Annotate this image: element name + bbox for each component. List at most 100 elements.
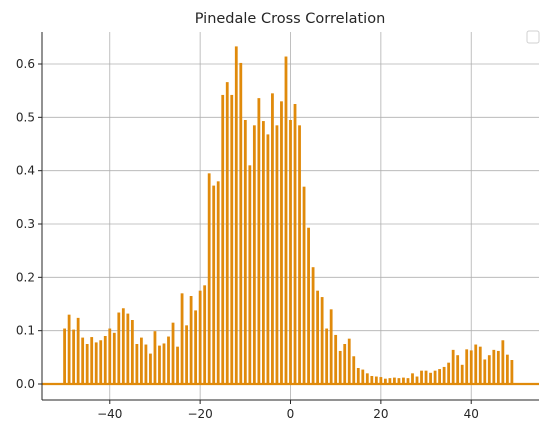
bar [487, 355, 491, 384]
bar [424, 370, 428, 384]
bar [112, 332, 116, 384]
bar [347, 338, 351, 384]
bar [365, 373, 369, 384]
bar [411, 373, 414, 384]
bar [429, 372, 432, 384]
bar [496, 350, 500, 384]
bar [185, 325, 188, 384]
bar [85, 344, 89, 384]
bar [207, 173, 211, 384]
bar [230, 94, 234, 384]
bar [135, 344, 139, 384]
bar [320, 297, 324, 384]
bars [42, 46, 539, 386]
bar [130, 320, 134, 384]
bar [284, 56, 288, 385]
bar [176, 346, 179, 384]
bar [266, 134, 270, 384]
bar [171, 322, 175, 384]
bar [63, 328, 66, 384]
bar [397, 378, 401, 384]
bar [234, 46, 238, 385]
bar [117, 312, 121, 384]
ticks: −40 −20 0 20 40 0.0 0.1 0.2 0.3 0.4 0.5 0.6 [16, 57, 479, 421]
bar [379, 377, 383, 384]
x-tick-label: 20 [373, 407, 388, 421]
bar [361, 369, 365, 384]
bar [81, 337, 85, 384]
bar [153, 331, 157, 384]
x-tick-label: −20 [187, 407, 212, 421]
bar [194, 310, 198, 384]
bar [388, 378, 392, 384]
bar [370, 376, 374, 384]
bar [280, 101, 283, 384]
y-tick-label: 0.0 [16, 377, 35, 391]
bar [289, 120, 292, 384]
bar [162, 343, 166, 384]
bar [275, 125, 279, 384]
y-tick-label: 0.6 [16, 57, 35, 71]
bar [293, 104, 297, 384]
bar [438, 369, 442, 384]
bar [225, 82, 229, 384]
y-tick-label: 0.3 [16, 217, 35, 231]
bar [252, 125, 256, 384]
bar [343, 344, 347, 384]
bar [94, 342, 98, 384]
bar [99, 340, 103, 384]
chart-title: Pinedale Cross Correlation [195, 11, 386, 27]
bar [420, 370, 423, 384]
bar [189, 296, 193, 384]
x-tick-label: 0 [287, 407, 295, 421]
bar [352, 356, 356, 384]
x-tick-label: 40 [464, 407, 479, 421]
y-tick-label: 0.1 [16, 324, 35, 338]
bar [271, 93, 274, 384]
bar [307, 227, 310, 384]
bar [465, 349, 469, 384]
x-tick-label: −40 [97, 407, 122, 421]
bar [374, 376, 378, 384]
bar [67, 314, 71, 384]
bar [492, 349, 496, 384]
bar [456, 355, 460, 384]
bar [447, 362, 451, 384]
bar [198, 290, 202, 384]
y-tick-label: 0.4 [16, 164, 35, 178]
bar [483, 359, 487, 384]
bar [393, 377, 396, 384]
bar [356, 368, 360, 384]
bar [126, 313, 130, 384]
bar [338, 350, 342, 384]
bar [149, 353, 152, 384]
bar [144, 344, 148, 384]
bar [501, 340, 505, 384]
bar [510, 360, 514, 384]
bar [76, 317, 80, 384]
bar [180, 293, 184, 384]
bar [451, 349, 455, 384]
bar [221, 94, 225, 384]
bar [474, 344, 478, 384]
bar [203, 285, 207, 384]
bar [316, 290, 320, 384]
bar [505, 354, 509, 384]
bar [298, 125, 301, 384]
legend-box [526, 30, 540, 44]
bar [72, 329, 76, 384]
bar [261, 121, 265, 385]
bar [311, 267, 315, 384]
bar [460, 364, 464, 384]
bar [139, 337, 143, 384]
bar [334, 334, 338, 384]
bar [415, 376, 419, 384]
bar [383, 378, 387, 384]
bar [257, 98, 261, 384]
bar [402, 377, 405, 384]
bar [108, 328, 112, 384]
bar [433, 370, 437, 384]
bar [302, 186, 306, 384]
